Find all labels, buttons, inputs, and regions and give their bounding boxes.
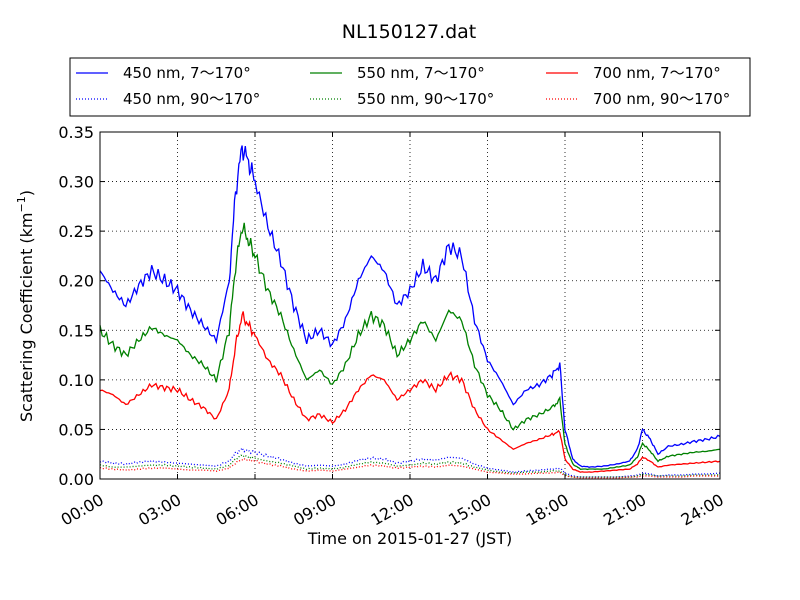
- x-tick-label: 24:00: [678, 490, 727, 530]
- x-tick-label: 06:00: [213, 490, 262, 530]
- legend: 450 nm, 7～170° 550 nm, 7～170° 700 nm, 7～17…: [69, 57, 751, 117]
- y-axis-label-suffix: ): [17, 190, 36, 196]
- y-tick-label: 0.35: [58, 123, 94, 142]
- x-tick-labels: 00:00 03:00 06:00 09:00 12:00 15:00 18:00 21:00…: [58, 490, 727, 530]
- ticks: [99, 131, 721, 480]
- x-tick-label: 12:00: [368, 490, 417, 530]
- y-tick-label: 0.10: [58, 371, 94, 390]
- x-tick-label: 21:00: [600, 490, 649, 530]
- series-line-2: [99, 311, 721, 473]
- legend-label: 700 nm, 7～170°: [593, 64, 721, 82]
- x-tick-label: 18:00: [523, 490, 572, 530]
- series-line-1: [99, 222, 721, 471]
- x-tick-label: 03:00: [135, 490, 184, 530]
- x-tick-label: 00:00: [58, 490, 107, 530]
- series-layer: [99, 145, 721, 479]
- y-axis-label-superscript: −1: [15, 196, 28, 212]
- y-tick-labels: 0.00 0.05 0.10 0.15 0.20 0.25 0.30 0.35: [58, 123, 94, 489]
- x-axis-label: Time on 2015-01-27 (JST): [307, 529, 512, 548]
- legend-label: 550 nm, 7～170°: [357, 64, 485, 82]
- grid: [100, 132, 720, 479]
- legend-label: 450 nm, 90～170°: [123, 90, 260, 108]
- y-axis-label-main: Scattering Coefficient (km: [17, 212, 36, 422]
- legend-label: 700 nm, 90～170°: [593, 90, 730, 108]
- y-tick-label: 0.00: [58, 470, 94, 489]
- y-tick-label: 0.20: [58, 272, 94, 291]
- y-tick-label: 0.05: [58, 420, 94, 439]
- legend-frame: [69, 57, 751, 117]
- x-tick-label: 15:00: [445, 490, 494, 530]
- y-axis-label: Scattering Coefficient (km−1): [15, 190, 36, 422]
- y-tick-label: 0.15: [58, 321, 94, 340]
- series-line-5: [99, 457, 721, 479]
- y-tick-label: 0.25: [58, 222, 94, 241]
- legend-label: 450 nm, 7～170°: [123, 64, 251, 82]
- series-line-4: [99, 454, 721, 478]
- chart-title: NL150127.dat: [342, 21, 477, 43]
- series-line-0: [99, 145, 721, 468]
- y-tick-label: 0.30: [58, 173, 94, 192]
- x-tick-label: 09:00: [290, 490, 339, 530]
- legend-label: 550 nm, 90～170°: [357, 90, 494, 108]
